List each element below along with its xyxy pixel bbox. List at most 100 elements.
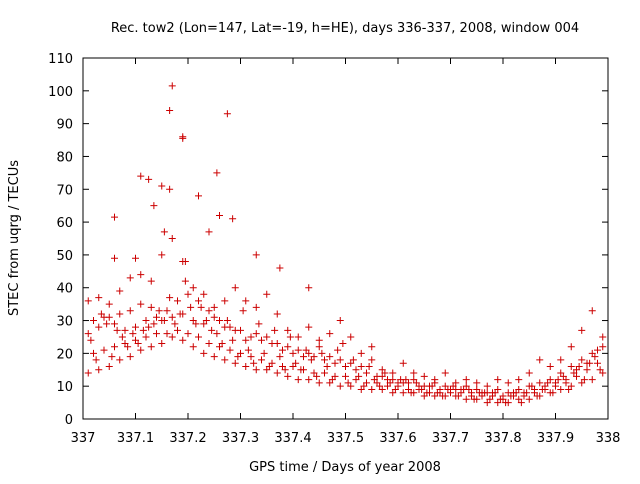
data-point [153,313,160,321]
data-point [525,395,533,403]
data-point [237,326,244,334]
data-point [252,303,260,311]
data-point [538,385,546,393]
data-point [449,382,457,390]
data-point [242,297,250,305]
data-point [208,326,216,334]
data-point [137,271,145,279]
data-point [588,307,596,315]
data-point [252,330,260,338]
data-point [313,372,321,380]
y-tick-label: 110 [48,52,73,67]
data-point [318,349,326,357]
data-point [84,330,92,338]
data-point [399,359,407,367]
data-point [84,297,92,305]
data-point [439,392,447,400]
data-point [265,362,273,370]
data-point [242,336,250,344]
x-tick-label: 337.6 [379,431,416,446]
data-point [428,382,436,390]
data-point [263,333,271,341]
data-point [433,389,441,397]
data-point [305,323,313,331]
data-point [381,369,389,377]
x-tick-label: 337.3 [222,431,259,446]
data-point [273,369,281,377]
data-point [168,313,176,321]
data-point [137,300,145,308]
data-point [213,330,221,338]
data-point [276,264,284,272]
data-point [153,330,160,338]
data-point [344,379,352,387]
data-point [147,303,155,311]
data-point [216,212,223,220]
data-point [226,346,234,354]
data-point [124,343,132,351]
data-point [95,366,103,374]
data-point [368,356,376,364]
data-point [223,317,231,325]
data-point [200,290,208,298]
data-point [536,379,544,387]
data-point [252,251,260,259]
data-point [525,369,533,377]
data-point [326,330,334,338]
data-point [90,349,97,357]
data-point [147,277,155,285]
y-axis-label: STEC from uqrg / TECUs [7,160,22,316]
data-point [570,369,578,377]
y-tick-label: 10 [56,380,73,395]
x-axis-label: GPS time / Days of year 2008 [249,460,441,475]
data-point [284,326,292,334]
data-point [192,320,200,328]
x-tick-label: 337.5 [327,431,364,446]
data-point [121,326,129,334]
data-point [147,343,155,351]
data-point [111,213,118,221]
data-point [515,376,523,384]
data-point [247,353,255,361]
data-point [195,333,202,341]
data-point [171,320,179,328]
data-point [184,330,192,338]
data-point [376,382,384,390]
data-point [507,392,515,400]
data-point [150,320,158,328]
data-point [111,320,118,328]
data-point [139,326,147,334]
y-tick-label: 60 [56,216,73,231]
data-point [321,369,328,377]
data-point [97,310,105,318]
data-point [460,385,468,393]
data-point [168,82,176,90]
y-tick-label: 90 [56,118,73,133]
data-point [349,356,357,364]
data-point [134,340,142,348]
data-point [111,343,118,351]
data-point [187,303,195,311]
data-point [588,376,596,384]
data-point [205,228,213,236]
data-point [517,399,525,407]
data-point [418,385,426,393]
data-point [163,307,171,315]
data-point [145,323,153,331]
data-point [462,376,470,384]
x-tick-label: 337.2 [169,431,206,446]
data-point [302,346,310,354]
data-point [87,336,95,344]
data-point [502,399,510,407]
data-point [557,356,565,364]
data-point [399,389,407,397]
data-point [221,356,229,364]
data-point [559,372,567,380]
data-point [326,353,334,361]
data-point [210,303,218,311]
data-point [168,333,176,341]
data-point [557,385,565,393]
data-point [247,333,255,341]
data-point [231,284,239,292]
data-point [168,235,176,242]
